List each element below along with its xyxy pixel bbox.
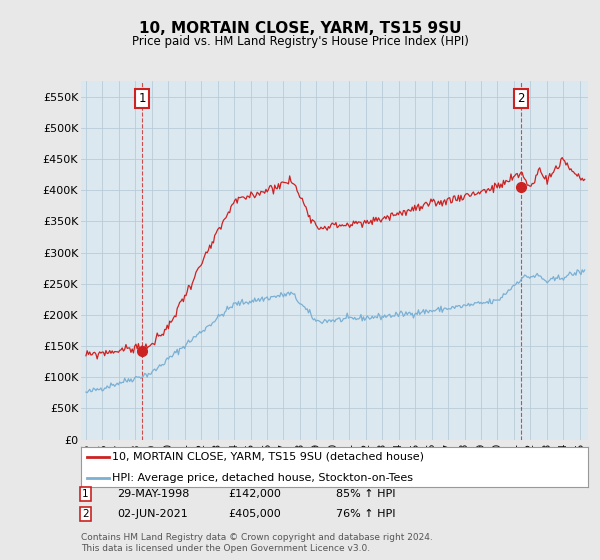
Text: 1: 1 (82, 489, 89, 499)
Text: 1: 1 (139, 92, 146, 105)
Text: £405,000: £405,000 (228, 509, 281, 519)
Text: 10, MORTAIN CLOSE, YARM, TS15 9SU (detached house): 10, MORTAIN CLOSE, YARM, TS15 9SU (detac… (112, 451, 424, 461)
Text: 85% ↑ HPI: 85% ↑ HPI (336, 489, 395, 499)
Text: Price paid vs. HM Land Registry's House Price Index (HPI): Price paid vs. HM Land Registry's House … (131, 35, 469, 48)
Text: 10, MORTAIN CLOSE, YARM, TS15 9SU: 10, MORTAIN CLOSE, YARM, TS15 9SU (139, 21, 461, 36)
Text: 02-JUN-2021: 02-JUN-2021 (117, 509, 188, 519)
Text: Contains HM Land Registry data © Crown copyright and database right 2024.
This d: Contains HM Land Registry data © Crown c… (81, 533, 433, 553)
Text: 76% ↑ HPI: 76% ↑ HPI (336, 509, 395, 519)
Text: 29-MAY-1998: 29-MAY-1998 (117, 489, 190, 499)
Text: HPI: Average price, detached house, Stockton-on-Tees: HPI: Average price, detached house, Stoc… (112, 473, 413, 483)
Text: 2: 2 (82, 509, 89, 519)
Text: £142,000: £142,000 (228, 489, 281, 499)
Text: 2: 2 (517, 92, 524, 105)
